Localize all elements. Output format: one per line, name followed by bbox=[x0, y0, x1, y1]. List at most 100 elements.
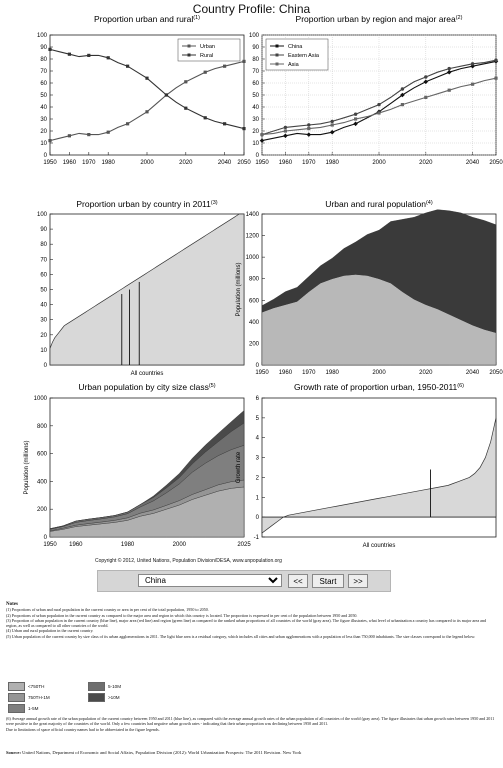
previous-button[interactable]: << bbox=[288, 574, 308, 588]
data-point bbox=[184, 80, 188, 84]
data-point bbox=[259, 138, 265, 143]
data-point bbox=[87, 53, 91, 57]
data-point bbox=[242, 59, 246, 63]
x-tick-label: 2020 bbox=[179, 160, 193, 166]
series-line bbox=[49, 60, 245, 142]
legend-item: 1-5M bbox=[8, 703, 38, 713]
x-tick-label: 1950 bbox=[255, 370, 269, 376]
start-button[interactable]: Start bbox=[312, 574, 344, 588]
y-tick-label: 50 bbox=[40, 93, 47, 99]
stacked-area bbox=[49, 410, 245, 529]
y-tick-label: 2 bbox=[256, 475, 260, 481]
y-tick-label: 80 bbox=[252, 57, 259, 63]
x-tick-label: 1960 bbox=[63, 160, 77, 166]
x-tick-label: 2040 bbox=[466, 160, 480, 166]
y-tick-label: 1000 bbox=[34, 396, 48, 402]
legend-swatch bbox=[88, 692, 105, 702]
x-tick-label: 2040 bbox=[218, 160, 232, 166]
data-point bbox=[126, 64, 130, 68]
y-tick-label: 800 bbox=[249, 277, 260, 283]
y-tick-label: 600 bbox=[37, 452, 48, 458]
y-axis-label: Growth rate bbox=[236, 451, 242, 483]
x-tick-label: 2020 bbox=[419, 160, 433, 166]
data-point bbox=[67, 134, 71, 138]
y-axis-label: Population (millions) bbox=[236, 262, 242, 316]
y-tick-label: 0 bbox=[256, 515, 260, 521]
legend-item: <750TH bbox=[8, 681, 44, 691]
data-point bbox=[283, 133, 288, 139]
y-tick-label: 30 bbox=[40, 318, 47, 324]
notes-section: Notes (1) Proportions of urban and rural… bbox=[6, 602, 498, 639]
y-tick-label: 0 bbox=[256, 363, 260, 369]
data-point bbox=[106, 130, 110, 134]
legend-label: Urban bbox=[200, 44, 215, 50]
x-tick-label: 1970 bbox=[302, 370, 316, 376]
x-tick-label: 1950 bbox=[43, 160, 57, 166]
x-tick-label: 2050 bbox=[489, 370, 503, 376]
chart-title: Urban population by city size class(5) bbox=[78, 382, 215, 392]
data-point bbox=[471, 82, 475, 86]
y-tick-label: 10 bbox=[252, 141, 259, 147]
data-point bbox=[330, 119, 334, 124]
x-tick-label: 1980 bbox=[326, 370, 340, 376]
note-5: (5) Urban population of the current coun… bbox=[6, 633, 476, 639]
data-point bbox=[446, 69, 452, 75]
y-tick-label: 1000 bbox=[246, 255, 260, 261]
y-tick-label: 3 bbox=[256, 456, 260, 462]
data-point bbox=[353, 112, 358, 116]
x-tick-label: 1950 bbox=[43, 542, 57, 548]
y-tick-label: 50 bbox=[252, 93, 259, 99]
y-tick-label: 80 bbox=[40, 57, 47, 63]
data-point bbox=[48, 139, 52, 143]
data-point bbox=[494, 76, 498, 80]
next-button[interactable]: >> bbox=[348, 574, 368, 588]
source-line: Source: United Nations, Department of Ec… bbox=[6, 750, 498, 755]
y-tick-label: 400 bbox=[249, 320, 260, 326]
data-point bbox=[203, 116, 207, 120]
note-4: (4) Urban and rural population in the cu… bbox=[6, 628, 94, 634]
y-tick-label: 60 bbox=[40, 81, 47, 87]
data-point bbox=[242, 127, 246, 131]
legend-swatch bbox=[8, 703, 25, 713]
y-tick-label: 4 bbox=[256, 436, 260, 442]
y-tick-label: 200 bbox=[37, 507, 48, 513]
chart-title: Proportion urban by country in 2011(3) bbox=[76, 199, 217, 209]
x-tick-label: 1980 bbox=[102, 160, 116, 166]
y-tick-label: 0 bbox=[44, 153, 48, 159]
data-point bbox=[447, 88, 451, 92]
y-tick-label: 100 bbox=[249, 33, 260, 39]
notes-header: Notes bbox=[6, 602, 18, 607]
x-tick-label: 2000 bbox=[173, 542, 187, 548]
data-point bbox=[87, 133, 91, 137]
chart-title-note: (3) bbox=[211, 200, 218, 206]
data-point bbox=[447, 66, 451, 71]
data-point bbox=[223, 122, 227, 126]
data-point bbox=[67, 52, 71, 56]
y-tick-label: 20 bbox=[40, 129, 47, 135]
x-tick-label: 2000 bbox=[372, 370, 386, 376]
chart-title: Proportion urban by region and major are… bbox=[296, 14, 463, 24]
country-select[interactable]: China bbox=[138, 574, 282, 587]
legend-item: 750TH-1M bbox=[8, 692, 50, 702]
note-7: Due to limitations of space official cou… bbox=[6, 726, 160, 732]
x-tick-label: 1960 bbox=[69, 542, 83, 548]
y-tick-label: 600 bbox=[249, 298, 260, 304]
chart-urban-rural: Proportion urban and rural(1) 0 10 20 30 40 50… bbox=[37, 14, 251, 166]
y-tick-label: 80 bbox=[40, 242, 47, 248]
y-tick-label: 60 bbox=[40, 272, 47, 278]
chart-title-note: (1) bbox=[193, 15, 200, 21]
chart-urban-by-country: Proportion urban by country in 2011(3) 0 1… bbox=[37, 199, 245, 377]
legend-label: China bbox=[288, 44, 303, 50]
x-tick-label: 1960 bbox=[279, 160, 293, 166]
y-tick-label: 70 bbox=[40, 69, 47, 75]
legend-marker bbox=[275, 44, 279, 48]
y-tick-label: 1 bbox=[256, 495, 260, 501]
y-tick-label: 90 bbox=[40, 227, 47, 233]
data-point bbox=[164, 93, 168, 97]
data-point bbox=[306, 132, 312, 137]
x-tick-label: 2025 bbox=[237, 542, 251, 548]
data-point bbox=[283, 125, 288, 130]
y-tick-label: 30 bbox=[40, 117, 47, 123]
chart-growth-rate: Growth rate of proportion urban, 1950-20… bbox=[236, 382, 497, 549]
data-point bbox=[307, 123, 311, 127]
